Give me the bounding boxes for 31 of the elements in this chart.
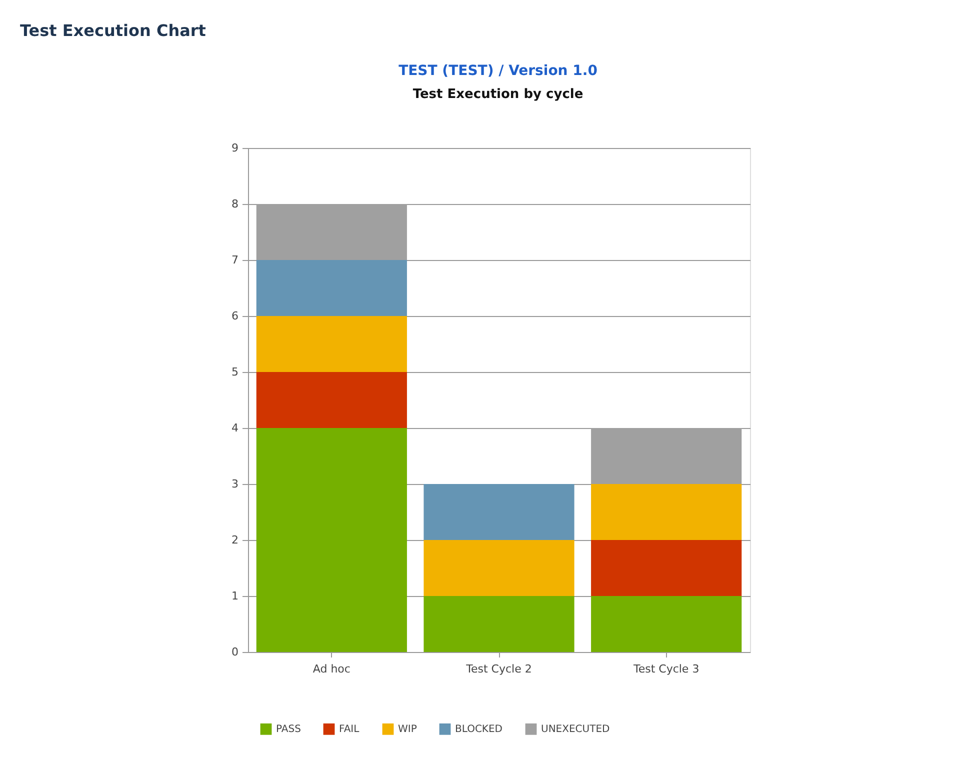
y-tick-label: 1 bbox=[232, 590, 238, 602]
x-tick-label: Test Cycle 3 bbox=[632, 662, 700, 676]
y-tick-label: 5 bbox=[232, 366, 238, 378]
bar bbox=[591, 484, 742, 540]
x-tick-label: Ad hoc bbox=[312, 662, 350, 676]
y-tick-label: 9 bbox=[232, 142, 238, 154]
bar bbox=[591, 540, 742, 596]
bar bbox=[256, 316, 407, 372]
bar bbox=[591, 596, 742, 652]
bar bbox=[256, 260, 407, 316]
text: Test Execution by cycle bbox=[412, 87, 584, 102]
chart-subtitle: TEST (TEST) / Version 1.0 bbox=[398, 63, 598, 79]
y-tick-label: 3 bbox=[232, 478, 238, 490]
text: Test Execution Chart bbox=[20, 21, 206, 40]
bar bbox=[424, 596, 574, 652]
legend-label: FAIL bbox=[339, 724, 360, 736]
x-tick-label: Test Cycle 2 bbox=[465, 662, 532, 676]
bar bbox=[256, 372, 407, 428]
bar bbox=[424, 484, 574, 540]
y-tick-label: 7 bbox=[232, 254, 238, 266]
legend-label: UNEXECUTED bbox=[541, 724, 610, 736]
legend-label: BLOCKED bbox=[455, 724, 503, 736]
y-tick-label: 0 bbox=[232, 646, 238, 658]
y-tick-label: 2 bbox=[232, 534, 238, 546]
y-tick-label: 6 bbox=[232, 310, 238, 322]
y-tick-label: 4 bbox=[232, 422, 238, 434]
y-tick-label: 8 bbox=[232, 198, 238, 210]
bar bbox=[424, 540, 574, 596]
legend-label: PASS bbox=[276, 724, 301, 736]
bar bbox=[256, 428, 407, 652]
legend-label: WIP bbox=[398, 724, 417, 736]
